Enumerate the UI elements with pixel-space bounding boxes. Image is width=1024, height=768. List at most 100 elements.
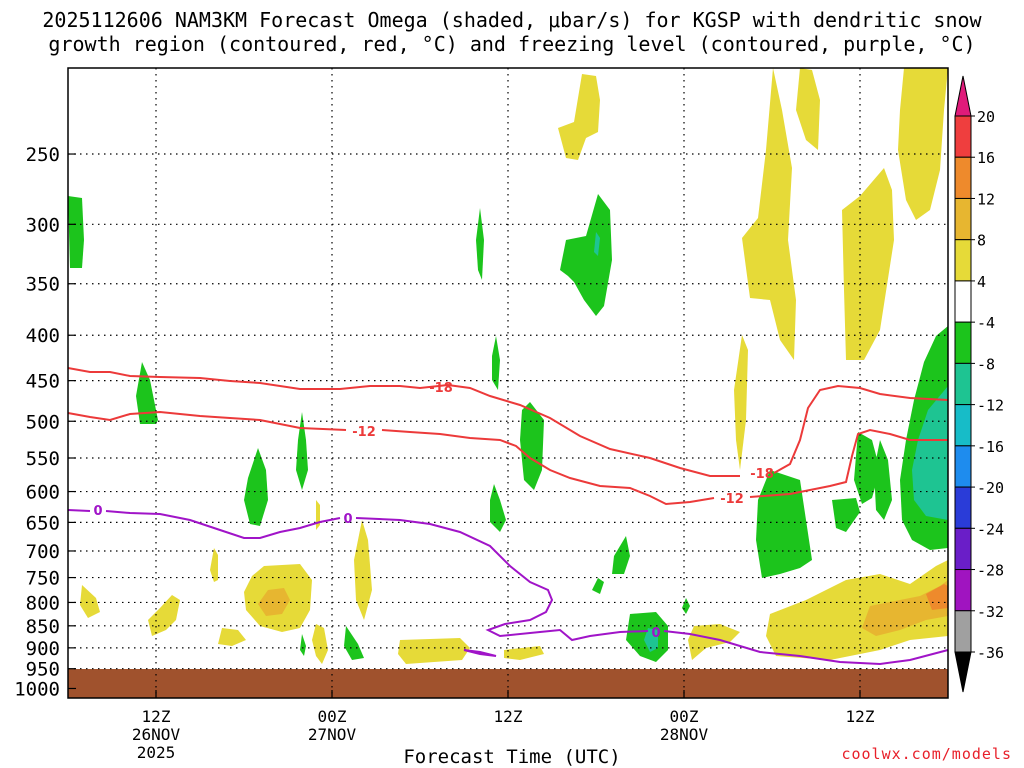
shade-yellow — [504, 646, 544, 660]
y-axis: 2503003504004505005506006507007508008509… — [14, 144, 76, 700]
contour-label-minus12: -12 — [720, 492, 744, 507]
shade-green — [296, 412, 308, 490]
plot-background — [68, 68, 948, 698]
x-axis-label: Forecast Time (UTC) — [403, 746, 621, 768]
contour-label-minus18: -18 — [750, 467, 774, 482]
shade-green — [854, 432, 880, 504]
colorbar-bin — [954, 115, 972, 158]
shade-yellow — [148, 595, 180, 636]
colorbar: 20 16 12 8 4 -4 -8 -12 -16 -20 -24 -28 -32 -36 — [954, 75, 1004, 693]
colorbar-bin — [954, 321, 972, 364]
contour-label-zero: 0 — [343, 512, 352, 527]
colorbar-top-extension — [954, 75, 972, 117]
y-tick-label: 500 — [26, 411, 60, 433]
shade-yellow — [796, 68, 820, 150]
shade-yellow — [316, 500, 320, 530]
x-tick-label: 12Z — [494, 707, 523, 726]
x-tick-label: 00Z — [670, 707, 699, 726]
colorbar-label: -32 — [977, 603, 1004, 621]
y-tick-label: 350 — [26, 274, 60, 296]
shade-green — [832, 498, 860, 532]
y-tick-label: 400 — [26, 325, 60, 347]
shade-darkorange — [926, 584, 948, 610]
colorbar-label: -24 — [977, 520, 1004, 538]
shade-green — [492, 336, 500, 390]
shade-yellow — [354, 520, 372, 620]
y-tick-label: 950 — [26, 659, 60, 681]
colorbar-bin — [954, 445, 972, 488]
shade-teal — [912, 386, 948, 520]
shade-yellow — [766, 560, 948, 660]
colorbar-label: 12 — [977, 190, 995, 208]
colorbar-label: 4 — [977, 273, 986, 291]
shade-yellow — [312, 624, 328, 664]
shade-green — [874, 440, 892, 520]
shade-yellow — [734, 335, 748, 470]
y-tick-label: 1000 — [14, 678, 60, 700]
colorbar-bin — [954, 197, 972, 241]
contour-label-zero: 0 — [93, 504, 102, 519]
shade-green — [682, 598, 690, 614]
shade-green — [520, 402, 544, 490]
shade-yellow — [398, 638, 470, 664]
colorbar-bin — [954, 486, 972, 529]
shade-yellow — [558, 74, 600, 160]
y-tick-label: 550 — [26, 448, 60, 470]
contour-label-minus12: -12 — [352, 425, 376, 440]
shade-green — [592, 578, 604, 594]
shade-green — [490, 484, 506, 532]
x-tick-label: 2025 — [137, 743, 176, 762]
contour-labels: -18 -12 -18 -12 0 0 0 — [93, 381, 773, 641]
colorbar-bin — [954, 527, 972, 571]
y-tick-label: 650 — [26, 512, 60, 534]
credit-link[interactable]: coolwx.com/models — [841, 745, 1012, 763]
x-tick-label: 28NOV — [660, 725, 709, 744]
x-tick-label: 26NOV — [132, 725, 181, 744]
colorbar-bin — [954, 404, 972, 447]
shade-yellow — [742, 68, 796, 360]
shade-green — [300, 634, 306, 656]
x-tick-label: 12Z — [846, 707, 875, 726]
omega-shading — [68, 68, 948, 698]
colorbar-bin — [954, 569, 972, 612]
x-tick-label: 00Z — [318, 707, 347, 726]
y-tick-label: 850 — [26, 616, 60, 638]
shade-yellow — [80, 585, 100, 618]
y-tick-label: 300 — [26, 214, 60, 236]
x-tick-label: 12Z — [142, 707, 171, 726]
contour-freezing — [463, 649, 497, 657]
temperature-contours — [67, 367, 949, 666]
colorbar-label: 8 — [977, 232, 986, 250]
shade-green — [244, 448, 268, 526]
colorbar-bottom-extension — [954, 651, 972, 693]
colorbar-label: -8 — [977, 355, 995, 373]
y-tick-label: 450 — [26, 371, 60, 393]
y-tick-label: 900 — [26, 638, 60, 660]
chart-title: 2025112606 NAM3KM Forecast Omega (shaded… — [42, 8, 982, 32]
shade-orange — [258, 588, 290, 616]
chart-subtitle: growth region (contoured, red, °C) and f… — [48, 32, 976, 56]
y-tick-label: 800 — [26, 592, 60, 614]
shade-yellow — [898, 68, 948, 220]
colorbar-label: -4 — [977, 314, 995, 332]
contour-minus12 — [67, 410, 948, 506]
shade-green — [68, 196, 84, 268]
colorbar-label: 16 — [977, 149, 995, 167]
shade-green — [344, 626, 364, 660]
contour-minus18 — [67, 367, 949, 477]
shade-green — [136, 362, 158, 424]
colorbar-label: 20 — [977, 108, 995, 126]
contour-label-zero: 0 — [651, 626, 660, 641]
y-tick-label: 600 — [26, 482, 60, 504]
colorbar-bin — [954, 280, 972, 323]
colorbar-bin — [954, 610, 972, 653]
colorbar-label: -36 — [977, 644, 1004, 662]
shade-yellow — [218, 628, 246, 646]
shade-teal — [594, 232, 600, 256]
shade-green — [560, 194, 612, 316]
shade-teal — [644, 628, 658, 652]
colorbar-label: -28 — [977, 562, 1004, 580]
y-tick-label: 750 — [26, 568, 60, 590]
